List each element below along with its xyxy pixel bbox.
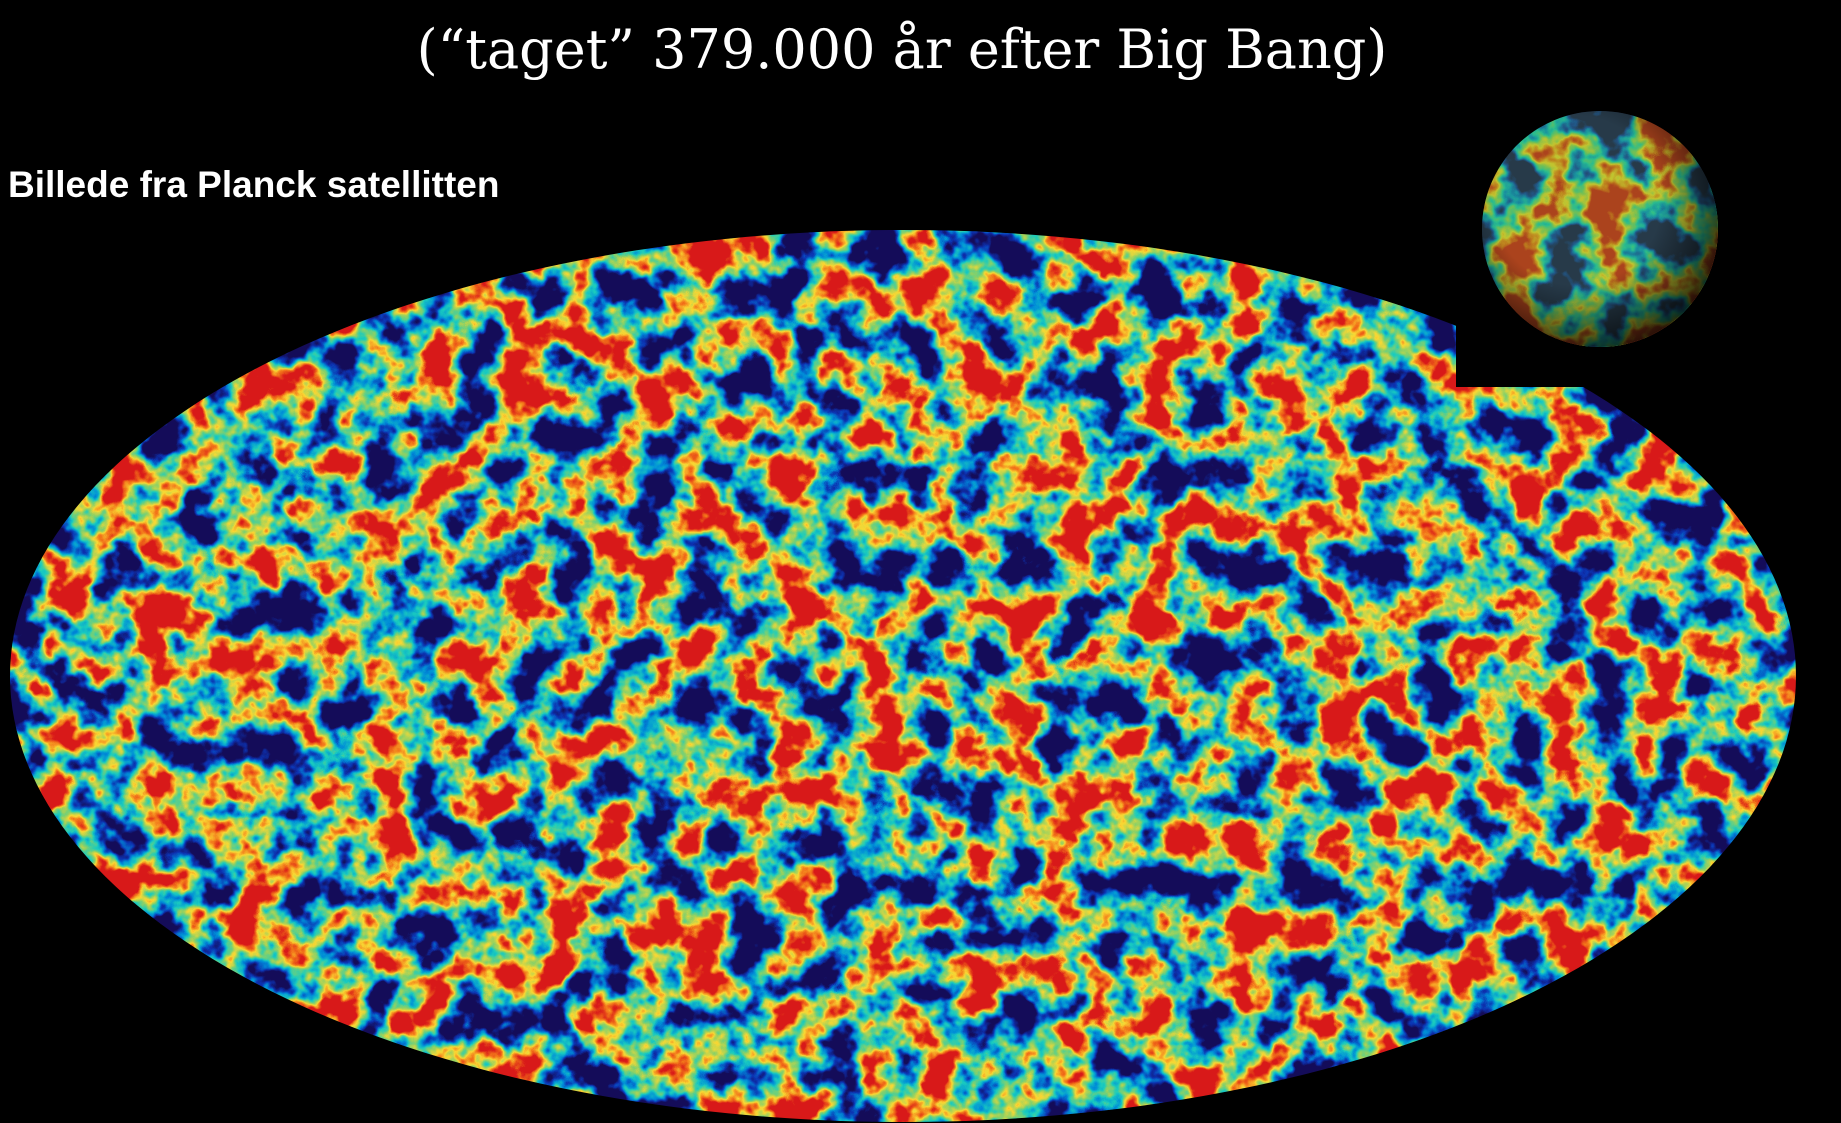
page: (“taget” 379.000 år efter Big Bang) Bill… <box>0 0 1841 1123</box>
slide: (“taget” 379.000 år efter Big Bang) Bill… <box>0 0 1841 1123</box>
subtitle: Billede fra Planck satellitten <box>8 164 499 205</box>
title: (“taget” 379.000 år efter Big Bang) <box>417 18 1388 81</box>
cmb-sphere <box>1482 111 1718 347</box>
